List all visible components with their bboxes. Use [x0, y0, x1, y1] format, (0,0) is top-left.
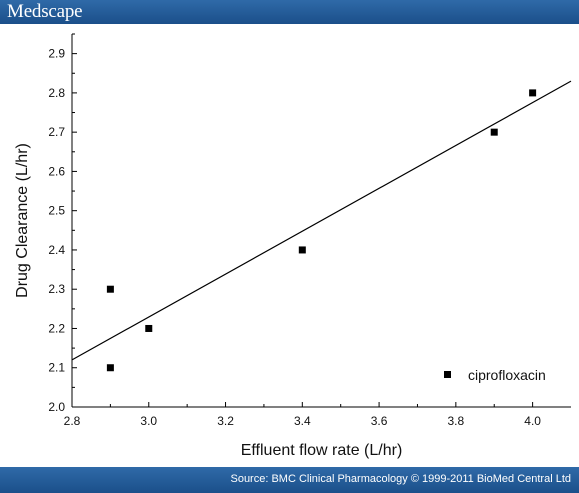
x-tick-label: 3.8 — [448, 414, 465, 428]
brand-logo: Medscape — [7, 1, 83, 22]
fit-line-group — [71, 80, 572, 361]
y-axis-title: Drug Clearance (L/hr) — [14, 143, 31, 298]
y-tick-label: 2.7 — [48, 125, 65, 139]
footer-bar: Source: BMC Clinical Pharmacology © 1999… — [0, 467, 579, 493]
y-tick-label: 2.1 — [48, 361, 65, 375]
data-point — [529, 89, 537, 97]
x-axis-title: Effluent flow rate (L/hr) — [241, 442, 403, 459]
y-tick-label: 2.2 — [48, 321, 65, 335]
y-tick-label: 2.9 — [48, 47, 65, 61]
data-point — [106, 285, 114, 293]
regression-line — [71, 80, 572, 361]
y-axis-ticks: 2.0 2.1 2.2 2.3 2.4 2.5 2.6 2.7 2.8 2.9 — [48, 33, 77, 414]
data-point — [106, 364, 114, 372]
x-tick-label: 3.6 — [371, 414, 388, 428]
y-tick-label: 2.5 — [48, 204, 65, 218]
x-tick-label: 3.4 — [294, 414, 311, 428]
legend-marker — [444, 371, 451, 378]
data-point — [490, 128, 498, 136]
scatter-chart: 2.8 3.0 3.2 3.4 3.6 3.8 4.0 2.0 2.1 2.2 2.3 2.4 2.5… — [14, 33, 572, 459]
x-tick-label: 2.8 — [64, 414, 81, 428]
data-points — [106, 89, 537, 372]
x-tick-label: 3.0 — [140, 414, 157, 428]
x-axis-ticks: 2.8 3.0 3.2 3.4 3.6 3.8 4.0 — [64, 402, 541, 428]
chart-axes — [71, 34, 571, 408]
y-tick-label: 2.4 — [48, 243, 65, 257]
y-tick-label: 2.8 — [48, 86, 65, 100]
y-tick-label: 2.3 — [48, 282, 65, 296]
legend: ciprofloxacin — [444, 367, 546, 383]
x-tick-label: 3.2 — [217, 414, 234, 428]
y-tick-label: 2.6 — [48, 164, 65, 178]
data-point — [145, 324, 153, 332]
legend-label: ciprofloxacin — [468, 367, 546, 383]
x-tick-label: 4.0 — [524, 414, 541, 428]
data-point — [298, 246, 306, 254]
source-credit: Source: BMC Clinical Pharmacology © 1999… — [230, 473, 571, 485]
y-tick-label: 2.0 — [48, 400, 65, 414]
header-bar: Medscape — [0, 0, 579, 24]
